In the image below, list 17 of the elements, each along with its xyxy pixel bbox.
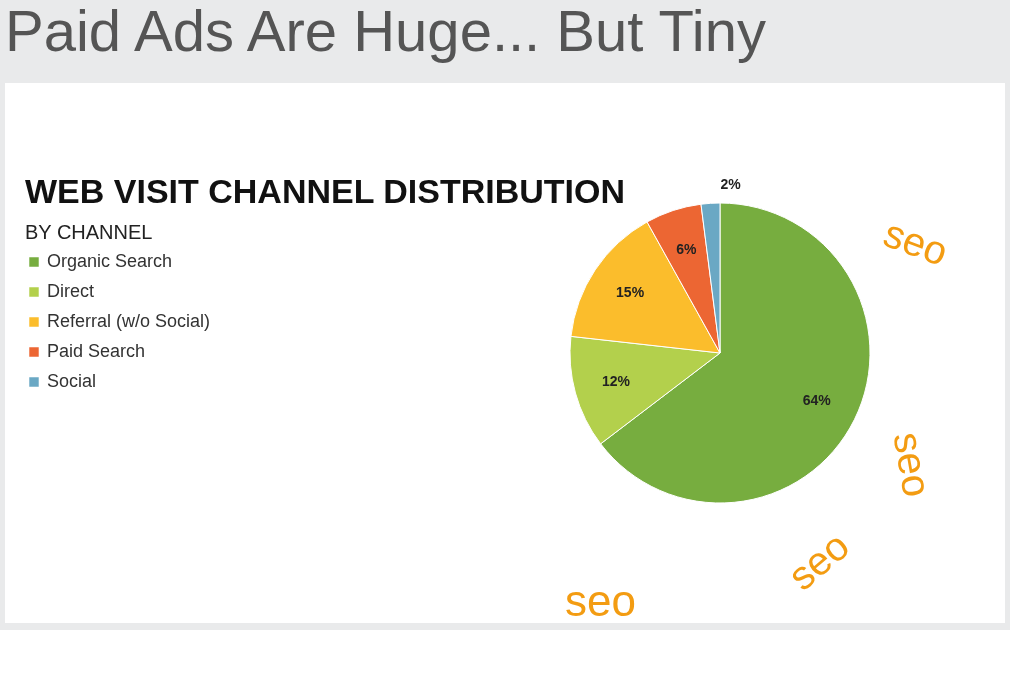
legend-label: Direct: [47, 281, 95, 301]
data-label: 6%: [676, 241, 697, 258]
legend-label: Social: [47, 371, 97, 391]
text: seo: [779, 523, 858, 599]
legend-label: Referral (w/o Social): [47, 311, 211, 331]
data-label: 12%: [601, 372, 631, 389]
text: BY CHANNEL: [25, 221, 153, 243]
text: seo: [565, 576, 636, 625]
legend-label: Paid Search: [47, 341, 146, 361]
text: seo: [878, 210, 954, 274]
data-label: 2%: [720, 176, 742, 193]
chart-subtitle: WEB VISIT CHANNEL DISTRIBUTION: [25, 172, 626, 210]
data-label: 15%: [616, 284, 645, 301]
legend-label: Organic Search: [47, 251, 173, 271]
data-label: 64%: [802, 391, 832, 408]
text: seo: [885, 428, 940, 500]
chart-title: Paid Ads Are Huge... But Tiny: [5, 0, 766, 63]
